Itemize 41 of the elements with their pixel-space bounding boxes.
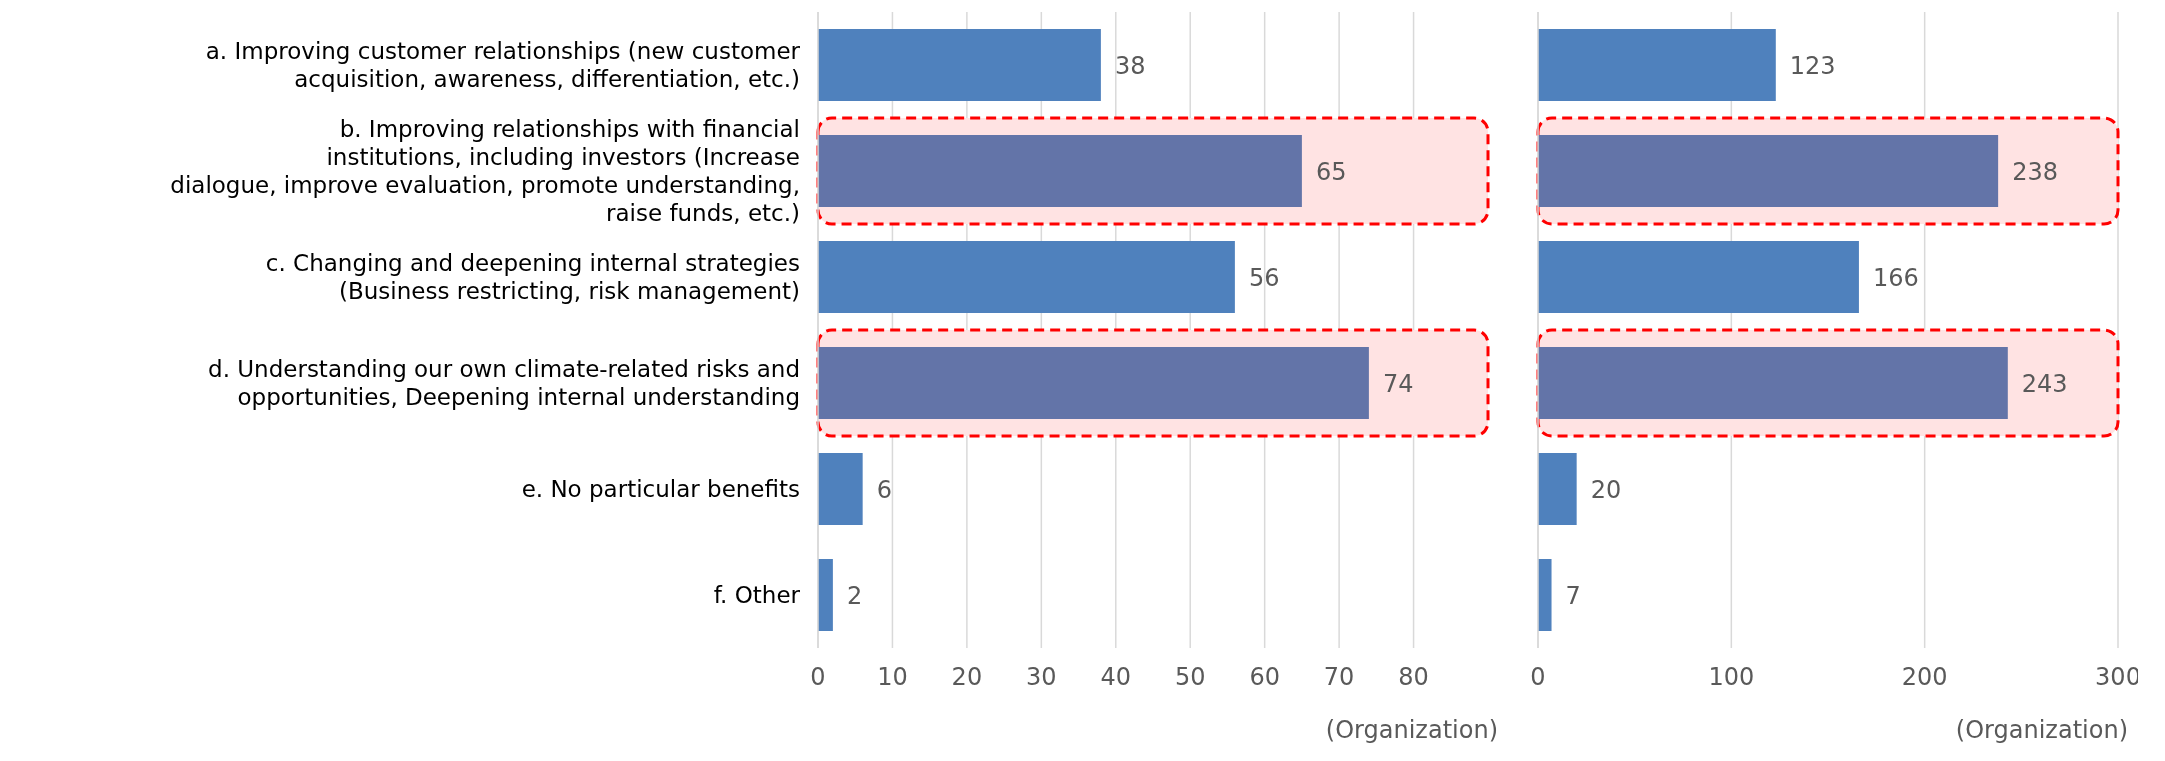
x-tick-label: 10 xyxy=(877,663,908,692)
bar xyxy=(818,559,833,631)
data-label: 56 xyxy=(1248,263,1280,292)
data-label: 2 xyxy=(846,581,863,610)
bar xyxy=(1538,29,1776,101)
x-tick-label: 70 xyxy=(1323,663,1355,692)
y-tick-label: c. Changing and deepening internal strategies (Business restricting, risk management) xyxy=(265,250,800,304)
bar xyxy=(818,135,1302,207)
x-axis-title: (Organization) xyxy=(1955,716,2128,744)
x-tick-label: 40 xyxy=(1100,663,1132,692)
data-label: 243 xyxy=(2021,369,2068,398)
x-tick-label: 0 xyxy=(1530,663,1546,692)
y-tick-label: f. Other xyxy=(713,582,801,608)
x-tick-label: 60 xyxy=(1249,663,1280,692)
data-label: 38 xyxy=(1114,51,1146,80)
x-tick-label: 80 xyxy=(1398,663,1429,692)
x-axis-title: (Organization) xyxy=(1325,716,1498,744)
bar xyxy=(1538,453,1577,525)
x-tick-label: 100 xyxy=(1708,663,1755,692)
data-label: 123 xyxy=(1789,51,1836,80)
x-tick-label: 30 xyxy=(1026,663,1057,692)
x-tick-label: 20 xyxy=(951,663,983,692)
y-tick-label: a. Improving customer relationships (new customer acquisition, awareness, differentiation, etc.) xyxy=(205,38,801,92)
data-label: 6 xyxy=(876,475,892,504)
bar xyxy=(1538,241,1859,313)
data-label: 65 xyxy=(1315,157,1347,186)
data-label: 7 xyxy=(1565,581,1581,610)
y-tick-label: b. Improving relationships with financial institutions, including investors (Increase dialogue, improve evaluation, promote understanding, raise funds, etc.) xyxy=(170,116,800,226)
data-label: 166 xyxy=(1872,263,1919,292)
data-label: 20 xyxy=(1590,475,1622,504)
x-tick-label: 50 xyxy=(1174,663,1206,692)
bar xyxy=(818,453,863,525)
x-tick-label: 200 xyxy=(1901,663,1948,692)
y-tick-label: d. Understanding our own climate-related risks and opportunities, Deepening internal understanding xyxy=(208,356,800,410)
bar xyxy=(818,241,1235,313)
data-label: 238 xyxy=(2012,157,2058,186)
y-tick-label: e. No particular benefits xyxy=(521,476,800,502)
bar xyxy=(1538,559,1552,631)
bar xyxy=(818,29,1101,101)
data-label: 74 xyxy=(1382,369,1414,398)
x-tick-label: 0 xyxy=(810,663,826,692)
